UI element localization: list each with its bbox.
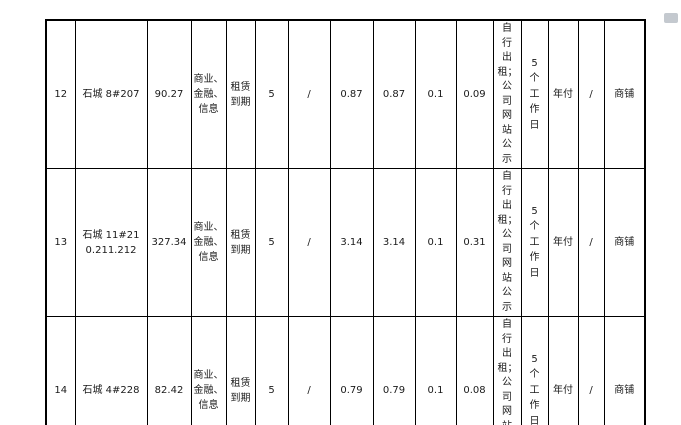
table-cell-r14-c3: 82.42 xyxy=(146,316,192,425)
table-cell-r13-c2: 石城 11#210.211.212 xyxy=(74,168,148,317)
table-row: 12 石城 8#207 90.27 商业、金融、信息 租赁到期 5/0.87 0.87 0.1… xyxy=(45,19,646,169)
table-cell-r14-c1: 14 xyxy=(45,316,76,425)
table-cell-r12-c11: 0.09 xyxy=(455,19,494,169)
table-cell-r13-c8: 3.14 xyxy=(329,168,374,317)
table-cell-r13-c4: 商业、金融、信息 xyxy=(190,168,227,317)
table-cell-r13-c9: 3.14 xyxy=(372,168,416,317)
table-cell-r14-c5: 租赁到期 xyxy=(225,316,256,425)
table-cell-r14-c4: 商业、金融、信息 xyxy=(190,316,227,425)
table-cell-r14-c13: 5个工作日 xyxy=(520,316,549,425)
table-cell-r12-c8: 0.87 xyxy=(329,19,374,169)
table-cell-r12-c13: 5个工作日 xyxy=(520,19,549,169)
asset-rental-table: 12 石城 8#207 90.27 商业、金融、信息 租赁到期 5/0.87 0.87 0.1… xyxy=(45,19,646,425)
table-cell-r14-c7: / xyxy=(287,316,331,425)
table-cell-r12-c6: 5 xyxy=(254,19,289,169)
table-cell-r14-c2: 石城 4#228 xyxy=(74,316,148,425)
table-row: 14 石城 4#228 82.42 商业、金融、信息 租赁到期 5/0.79 0.79 0.1… xyxy=(45,316,646,425)
table-cell-r13-c16: 商铺 xyxy=(603,168,646,317)
table-cell-r12-c14: 年付 xyxy=(547,19,579,169)
table-cell-r13-c3: 327.34 xyxy=(146,168,192,317)
table-cell-r12-c9: 0.87 xyxy=(372,19,416,169)
table-cell-r13-c10: 0.1 xyxy=(414,168,457,317)
table-cell-r14-c14: 年付 xyxy=(547,316,579,425)
table-cell-r14-c10: 0.1 xyxy=(414,316,457,425)
table-cell-r12-c5: 租赁到期 xyxy=(225,19,256,169)
table-cell-r12-c4: 商业、金融、信息 xyxy=(190,19,227,169)
table-cell-r12-c1: 12 xyxy=(45,19,76,169)
table-cell-r12-c2: 石城 8#207 xyxy=(74,19,148,169)
table-cell-r13-c12: 自行出租；公司网站公示 xyxy=(492,168,522,317)
table-cell-r13-c1: 13 xyxy=(45,168,76,317)
table-cell-r14-c11: 0.08 xyxy=(455,316,494,425)
table-cell-r13-c7: / xyxy=(287,168,331,317)
table-cell-r13-c14: 年付 xyxy=(547,168,579,317)
table-cell-r13-c15: / xyxy=(577,168,605,317)
table-cell-r12-c3: 90.27 xyxy=(146,19,192,169)
table-cell-r14-c8: 0.79 xyxy=(329,316,374,425)
table-cell-r14-c6: 5 xyxy=(254,316,289,425)
table-cell-r12-c7: / xyxy=(287,19,331,169)
table-cell-r14-c12: 自行出租；公司网站公示 xyxy=(492,316,522,425)
table-cell-r13-c6: 5 xyxy=(254,168,289,317)
table-cell-r14-c15: / xyxy=(577,316,605,425)
scrollbar-thumb[interactable] xyxy=(664,13,678,23)
table-cell-r12-c16: 商铺 xyxy=(603,19,646,169)
table-cell-r14-c9: 0.79 xyxy=(372,316,416,425)
table-cell-r12-c15: / xyxy=(577,19,605,169)
table-cell-r13-c13: 5个工作日 xyxy=(520,168,549,317)
table-cell-r12-c10: 0.1 xyxy=(414,19,457,169)
table-row: 13 石城 11#210.211.212 327.34 商业、金融、信息 租赁到期 5/3… xyxy=(45,168,646,317)
table-cell-r14-c16: 商铺 xyxy=(603,316,646,425)
table-cell-r12-c12: 自行出租；公司网站公示 xyxy=(492,19,522,169)
table-cell-r13-c11: 0.31 xyxy=(455,168,494,317)
table-cell-r13-c5: 租赁到期 xyxy=(225,168,256,317)
